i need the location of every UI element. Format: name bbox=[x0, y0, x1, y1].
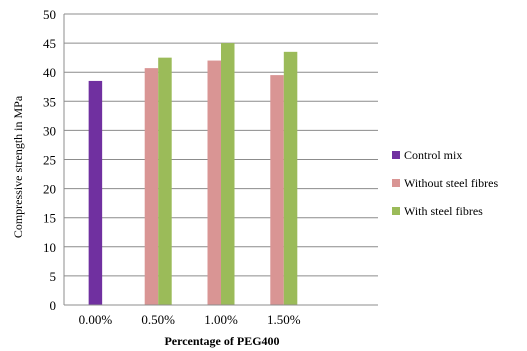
y-tick-label: 0 bbox=[50, 298, 57, 313]
y-tick-label: 20 bbox=[43, 182, 56, 197]
legend-swatch bbox=[392, 151, 400, 159]
legend-label: Control mix bbox=[404, 148, 462, 162]
bar bbox=[145, 68, 159, 305]
x-tick-label: 0.00% bbox=[79, 312, 113, 327]
y-tick-label: 10 bbox=[43, 240, 56, 255]
legend-swatch bbox=[392, 207, 400, 215]
bar bbox=[208, 61, 222, 305]
legend-label: With steel fibres bbox=[404, 204, 483, 218]
y-tick-labels: 0 5 10 15 20 25 30 35 40 45 50 bbox=[43, 7, 56, 313]
bar bbox=[89, 81, 103, 305]
y-tick-label: 35 bbox=[43, 94, 56, 109]
x-tick-label: 0.50% bbox=[141, 312, 175, 327]
y-axis-title: Compressive strength in MPa bbox=[11, 95, 25, 238]
y-tick-label: 45 bbox=[43, 36, 56, 51]
x-axis-title: Percentage of PEG400 bbox=[164, 334, 279, 348]
x-tick-label: 1.00% bbox=[204, 312, 238, 327]
x-tick-labels: 0.00% 0.50% 1.00% 1.50% bbox=[79, 312, 301, 327]
y-tick-label: 15 bbox=[43, 211, 56, 226]
bar bbox=[158, 58, 172, 305]
legend-swatch bbox=[392, 179, 400, 187]
x-tick-label: 1.50% bbox=[267, 312, 301, 327]
y-tick-label: 25 bbox=[43, 153, 56, 168]
y-tick-label: 40 bbox=[43, 65, 56, 80]
y-tick-label: 5 bbox=[50, 269, 57, 284]
legend: Control mix Without steel fibres With stee… bbox=[392, 148, 498, 218]
bar bbox=[270, 75, 284, 305]
bar bbox=[221, 43, 235, 305]
y-tick-label: 30 bbox=[43, 123, 56, 138]
bars bbox=[89, 43, 298, 305]
bar bbox=[284, 52, 298, 305]
y-tick-label: 50 bbox=[43, 7, 56, 22]
legend-label: Without steel fibres bbox=[404, 176, 498, 190]
